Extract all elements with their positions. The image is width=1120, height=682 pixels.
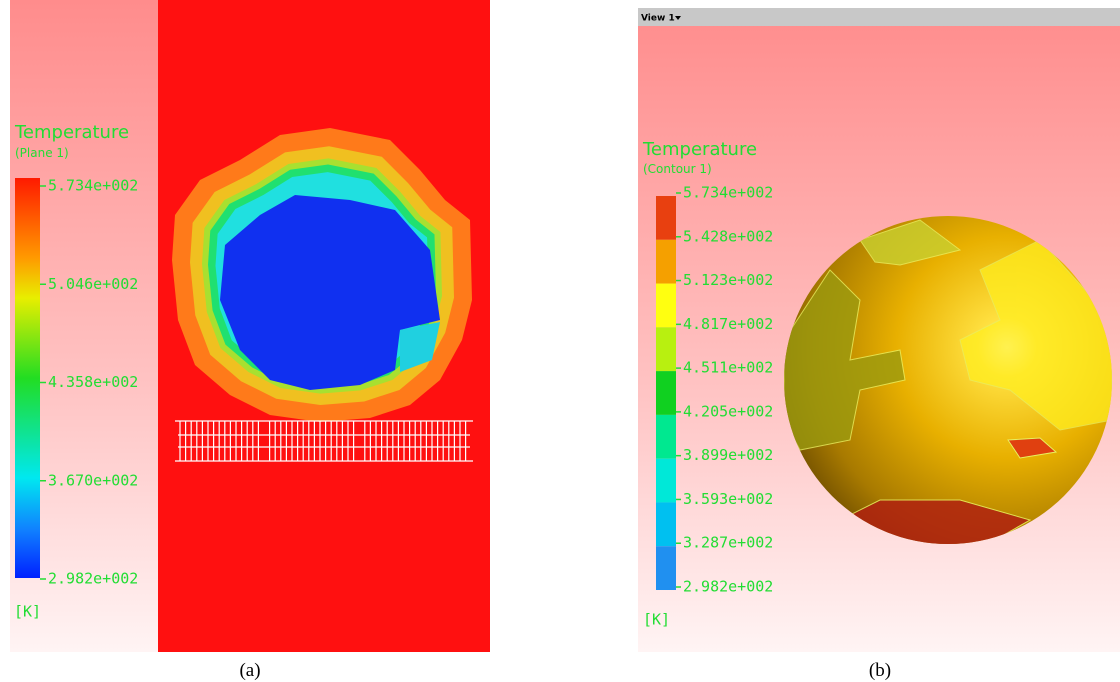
color-band — [656, 415, 676, 459]
color-bar — [656, 196, 676, 590]
color-band — [656, 196, 676, 240]
color-band — [656, 327, 676, 371]
color-bar — [15, 178, 40, 578]
legend-label: 5.123e+002 — [683, 271, 773, 289]
color-band — [656, 546, 676, 590]
legend-label: 2.982e+002 — [683, 578, 773, 596]
view-menu[interactable]: View 1 — [641, 14, 675, 24]
legend-label: 5.428e+002 — [683, 227, 773, 245]
toolbar — [638, 8, 1120, 26]
legend-label: 5.046e+002 — [48, 275, 138, 293]
figure: Temperature (Plane 1) [K] (a) View 1 Tem… — [0, 0, 1120, 682]
legend-unit: [K] — [14, 603, 41, 621]
color-band — [656, 371, 676, 415]
legend-label: 3.593e+002 — [683, 490, 773, 508]
legend-label: 4.358e+002 — [48, 373, 138, 391]
legend-subtitle: (Plane 1) — [15, 146, 69, 160]
caption: (b) — [869, 660, 891, 681]
caption: (a) — [239, 660, 260, 681]
legend-label: 3.670e+002 — [48, 471, 138, 489]
color-band — [656, 502, 676, 546]
legend-label: 2.982e+002 — [48, 570, 138, 588]
color-band — [656, 240, 676, 284]
legend-unit: [K] — [643, 611, 670, 629]
legend-label: 4.205e+002 — [683, 402, 773, 420]
legend-label: 5.734e+002 — [683, 184, 773, 202]
legend-subtitle: (Contour 1) — [643, 162, 712, 176]
color-band — [656, 284, 676, 328]
color-band — [656, 459, 676, 503]
legend-label: 4.817e+002 — [683, 315, 773, 333]
legend-label: 5.734e+002 — [48, 177, 138, 195]
legend-title: Temperature — [14, 122, 129, 143]
legend-label: 4.511e+002 — [683, 359, 773, 377]
legend-label: 3.287e+002 — [683, 534, 773, 552]
legend-label: 3.899e+002 — [683, 446, 773, 464]
legend-title: Temperature — [642, 139, 757, 160]
